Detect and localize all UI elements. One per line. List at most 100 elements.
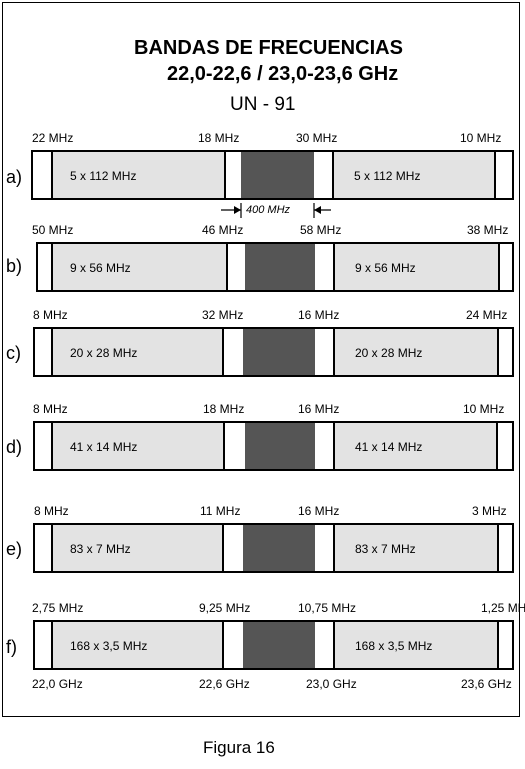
lower-channel-block: [51, 152, 224, 198]
edge-guard-right-label: 10 MHz: [463, 402, 505, 416]
axis-label-lower-end: 22,6 GHz: [199, 677, 250, 691]
edge-guard-right-label: 3 MHz: [472, 504, 507, 518]
lower-channels-label: 9 x 56 MHz: [70, 261, 131, 275]
upper-channels-label: 83 x 7 MHz: [355, 542, 416, 556]
upper-channel-block: [333, 525, 497, 571]
center-guard-right-label: 16 MHz: [298, 308, 340, 322]
band-divider: [496, 423, 498, 469]
figure-reference: UN - 91: [230, 94, 296, 115]
upper-channel-block: [333, 622, 497, 668]
band-divider: [333, 244, 335, 290]
upper-channel-block: [333, 423, 496, 469]
band-divider: [222, 622, 224, 668]
band-divider: [224, 152, 226, 198]
lower-channels-label: 5 x 112 MHz: [70, 169, 137, 183]
row-label: f): [6, 637, 17, 657]
upper-channel-block: [332, 152, 494, 198]
figure-subtitle: 22,0-22,6 / 23,0-23,6 GHz: [167, 63, 399, 85]
edge-guard-left-label: 8 MHz: [33, 308, 68, 322]
axis-label-end: 23,6 GHz: [461, 677, 512, 691]
band-divider: [51, 622, 53, 668]
row-label: e): [6, 539, 23, 559]
band-divider: [333, 525, 335, 571]
row-label: d): [6, 437, 23, 457]
band-divider: [497, 622, 499, 668]
upper-channels-label: 168 x 3,5 MHz: [355, 639, 433, 653]
band-divider: [332, 152, 334, 198]
band-divider: [497, 525, 499, 571]
figure-title: BANDAS DE FRECUENCIAS: [134, 37, 403, 59]
center-guard-right-label: 16 MHz: [298, 402, 340, 416]
band-bar: [36, 242, 514, 292]
band-bar: [33, 620, 514, 670]
lower-channel-block: [51, 525, 222, 571]
center-gap: [243, 329, 315, 375]
figure-frame: [2, 2, 520, 717]
lower-channels-label: 41 x 14 MHz: [70, 440, 138, 454]
upper-channel-block: [333, 329, 497, 375]
edge-guard-right-label: 24 MHz: [466, 308, 508, 322]
band-divider: [497, 329, 499, 375]
center-gap: [241, 152, 314, 198]
band-bar: [33, 421, 514, 471]
row-label: c): [6, 343, 21, 363]
center-guard-left-label: 9,25 MHz: [199, 601, 251, 615]
center-gap: [245, 244, 315, 290]
center-guard-right-label: 16 MHz: [298, 504, 340, 518]
edge-guard-left-label: 22 MHz: [32, 131, 74, 145]
band-divider: [333, 423, 335, 469]
band-divider: [222, 525, 224, 571]
lower-channel-block: [51, 329, 222, 375]
upper-channels-label: 5 x 112 MHz: [354, 169, 421, 183]
band-divider: [51, 423, 53, 469]
gap-width-marker: [221, 203, 331, 218]
band-divider: [51, 152, 53, 198]
gap-width-label: 400 MHz: [246, 204, 291, 216]
upper-channels-label: 20 x 28 MHz: [355, 346, 423, 360]
band-divider: [333, 329, 335, 375]
band-bar: [33, 327, 514, 377]
row-label: b): [6, 256, 23, 276]
center-guard-right-label: 58 MHz: [300, 223, 342, 237]
axis-label-upper-start: 23,0 GHz: [306, 677, 357, 691]
figure-caption: Figura 16: [203, 738, 275, 757]
lower-channel-block: [51, 423, 223, 469]
edge-guard-left-label: 2,75 MHz: [32, 601, 84, 615]
center-guard-left-label: 18 MHz: [198, 131, 240, 145]
center-guard-right-label: 10,75 MHz: [298, 601, 357, 615]
band-divider: [226, 244, 228, 290]
band-divider: [51, 244, 53, 290]
band-divider: [51, 329, 53, 375]
center-guard-left-label: 11 MHz: [200, 504, 241, 518]
edge-guard-left-label: 8 MHz: [34, 504, 69, 518]
upper-channels-label: 41 x 14 MHz: [355, 440, 423, 454]
center-guard-left-label: 46 MHz: [202, 223, 244, 237]
upper-channel-block: [333, 244, 498, 290]
center-guard-left-label: 18 MHz: [203, 402, 245, 416]
edge-guard-left-label: 8 MHz: [33, 402, 68, 416]
edge-guard-right-label: 38 MHz: [467, 223, 509, 237]
lower-channels-label: 20 x 28 MHz: [70, 346, 138, 360]
center-gap: [245, 423, 315, 469]
axis-label-start: 22,0 GHz: [32, 677, 83, 691]
band-divider: [498, 244, 500, 290]
center-guard-right-label: 30 MHz: [296, 131, 338, 145]
lower-channels-label: 83 x 7 MHz: [70, 542, 131, 556]
band-divider: [333, 622, 335, 668]
row-label: a): [6, 167, 23, 187]
band-bar: [31, 150, 514, 200]
edge-guard-right-label: 10 MHz: [460, 131, 502, 145]
band-bar: [33, 523, 514, 573]
lower-channels-label: 168 x 3,5 MHz: [70, 639, 148, 653]
center-gap: [243, 525, 315, 571]
band-divider: [222, 329, 224, 375]
upper-channels-label: 9 x 56 MHz: [355, 261, 416, 275]
edge-guard-right-label: 1,25 MHz: [481, 601, 525, 615]
band-divider: [51, 525, 53, 571]
lower-channel-block: [51, 244, 226, 290]
center-gap: [243, 622, 315, 668]
band-divider: [494, 152, 496, 198]
center-guard-left-label: 32 MHz: [202, 308, 244, 322]
edge-guard-left-label: 50 MHz: [32, 223, 74, 237]
lower-channel-block: [51, 622, 222, 668]
